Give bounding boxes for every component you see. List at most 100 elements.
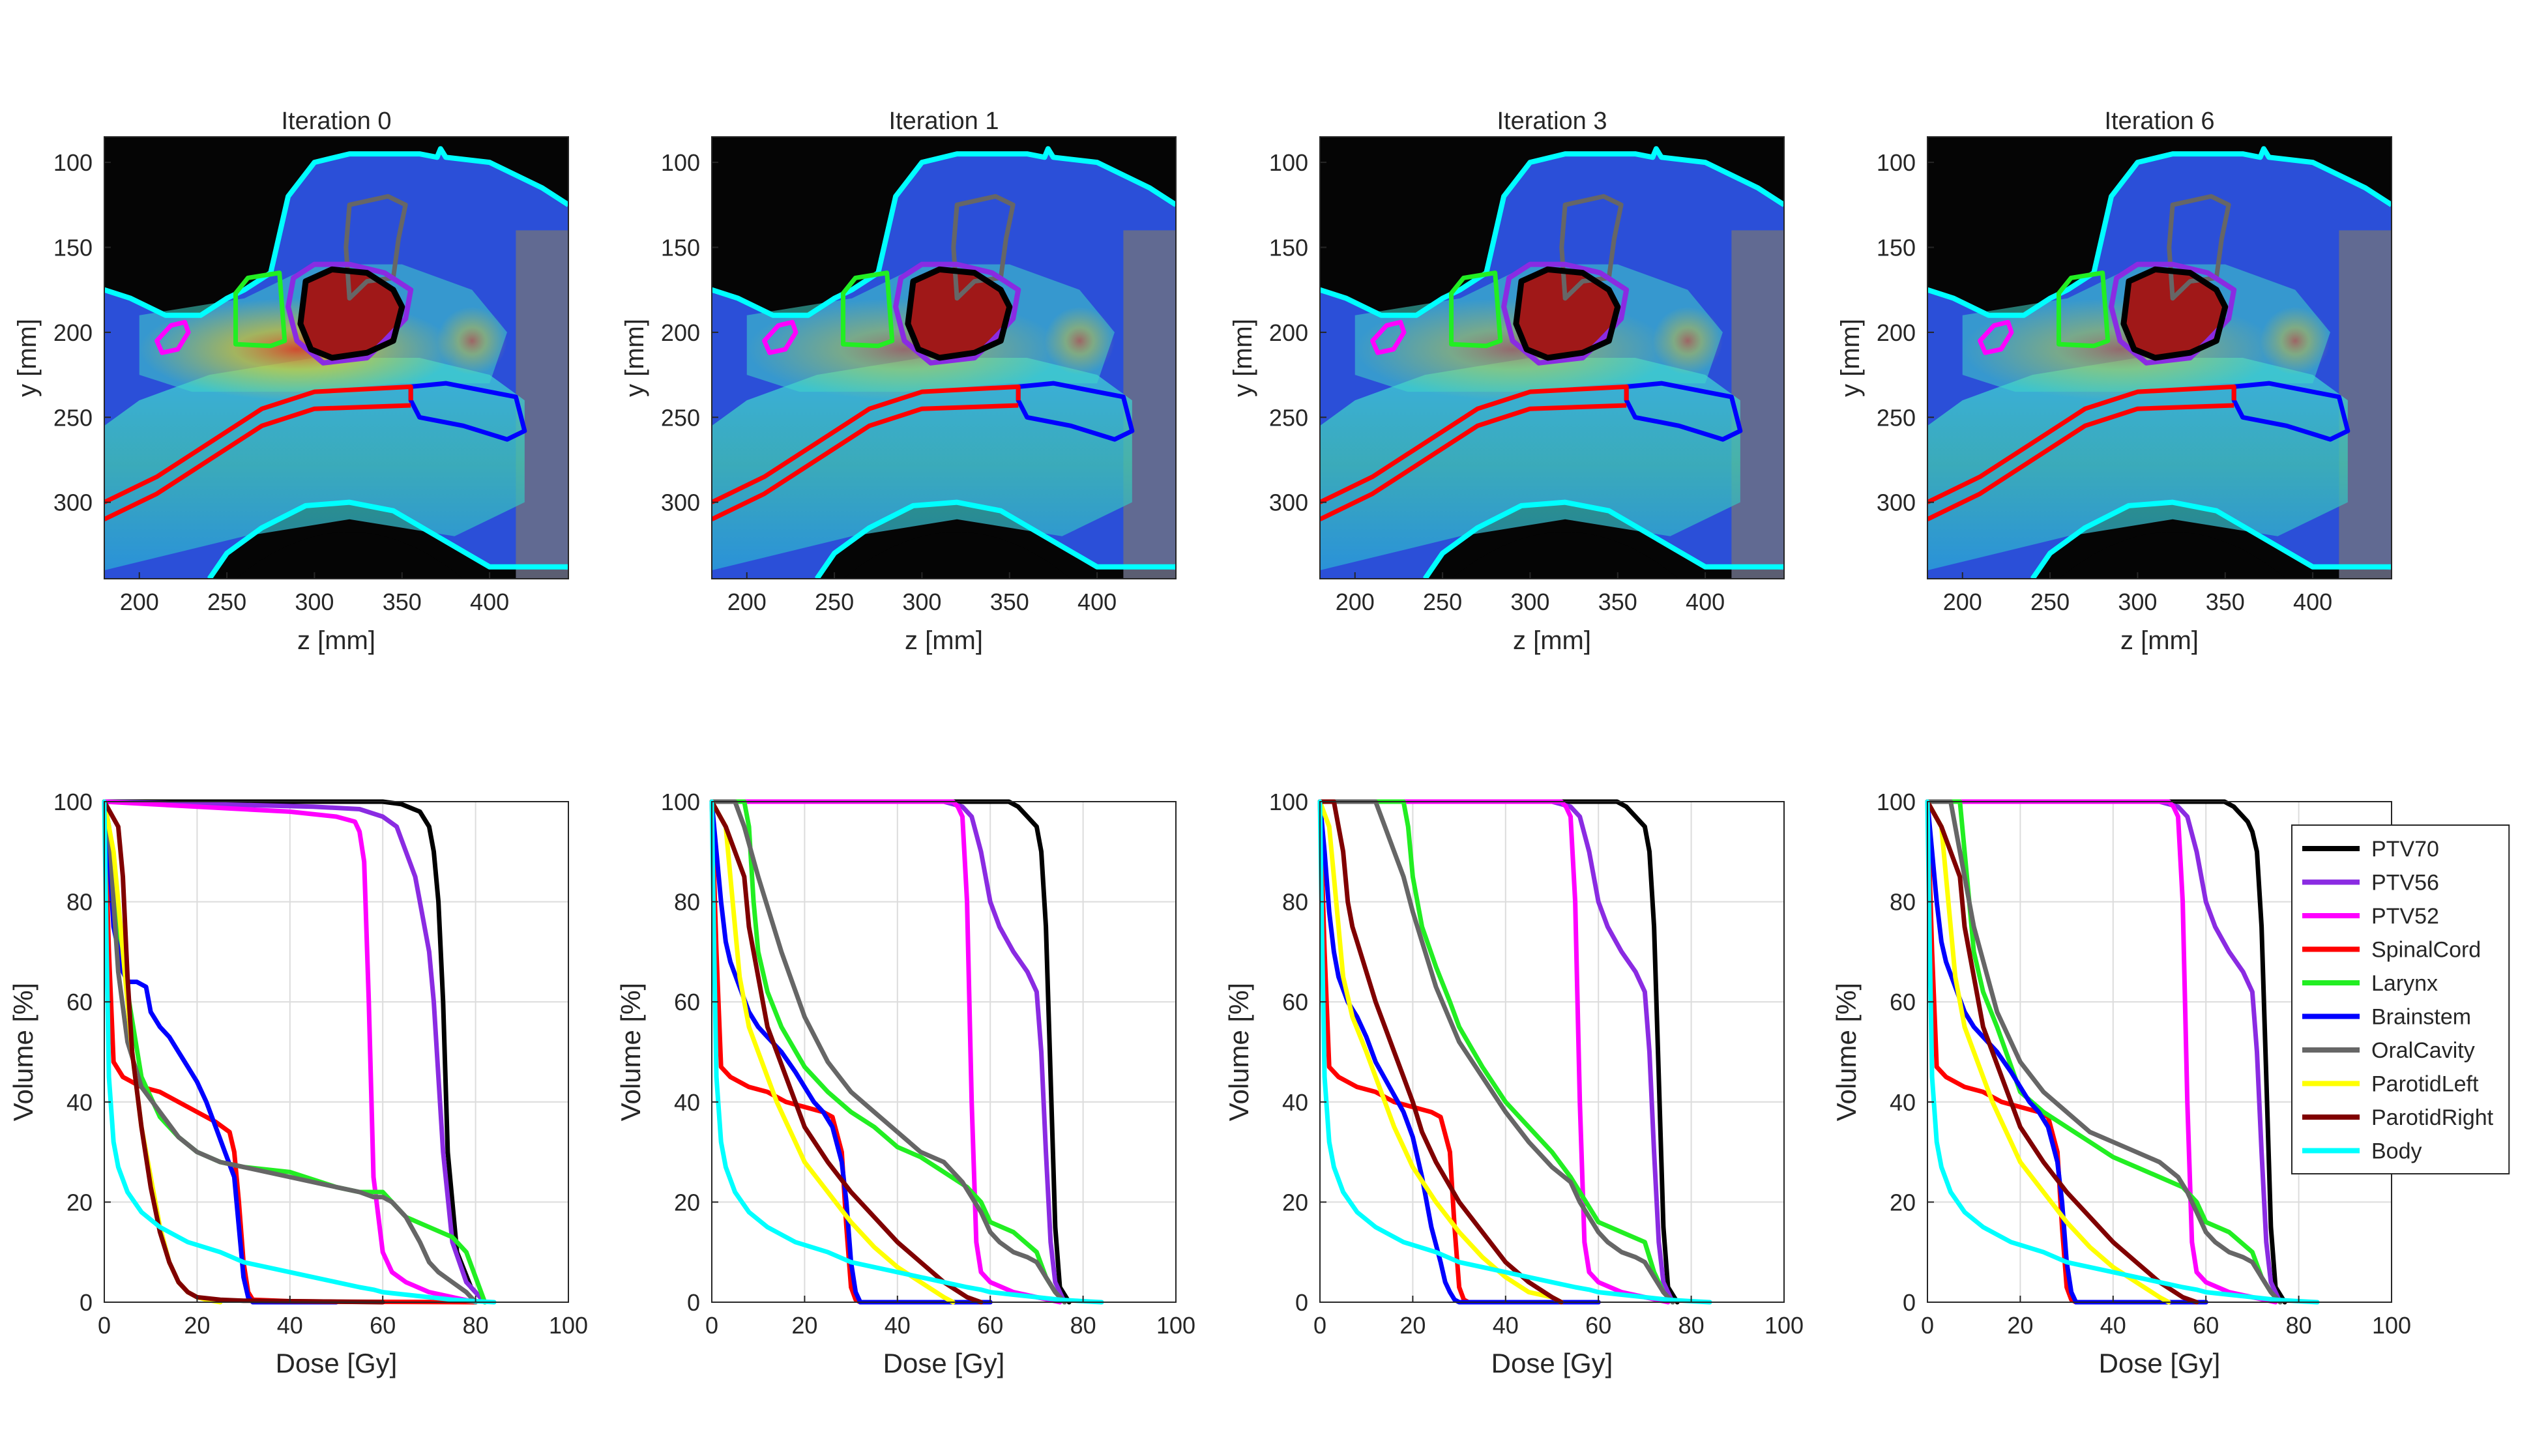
dvh-line-ptv56	[1925, 799, 2283, 1305]
x-tick-label: 400	[2293, 589, 2332, 615]
ptv70-dose-core	[2123, 269, 2225, 358]
dose-image-panel-0: Iteration 0 200 250 300 350 400 100 150 200 250 30…	[13, 108, 569, 655]
x-tick-label: 250	[815, 589, 854, 615]
dvh-line-ptv56	[709, 799, 1067, 1305]
dose-hotspot	[2260, 306, 2330, 375]
legend-entry-label: PTV70	[2371, 837, 2439, 862]
y-tick-label: 60	[1282, 989, 1308, 1015]
plot-area	[1320, 802, 1784, 1302]
dvh-line-oralcavity	[102, 799, 478, 1305]
x-tick-label: 200	[1336, 589, 1375, 615]
dvh-line-brainstem	[709, 799, 993, 1305]
x-tick-label: 250	[207, 589, 246, 615]
legend-entry-label: Brainstem	[2371, 1005, 2471, 1030]
x-tick-label: 20	[1399, 1312, 1426, 1339]
x-tick-label: 350	[990, 589, 1029, 615]
y-tick-label: 0	[80, 1289, 93, 1316]
image-axes-frame	[1319, 136, 1785, 579]
spinal-cord-contour-b	[1320, 403, 1627, 521]
y-tick-label: 150	[1877, 235, 1916, 261]
y-tick-label: 20	[674, 1189, 700, 1216]
x-tick-label: 40	[2100, 1312, 2126, 1339]
x-tick-label: 60	[977, 1312, 1003, 1339]
y-tick-label: 300	[661, 489, 700, 516]
y-axis-label: y [mm]	[1836, 319, 1865, 397]
ptv70-dose-core	[300, 269, 402, 358]
larynx-contour	[2057, 270, 2111, 349]
x-tick-label: 20	[2007, 1312, 2033, 1339]
x-tick-label: 100	[549, 1312, 588, 1339]
legend-entry-label: ParotidLeft	[2371, 1072, 2479, 1097]
plot-area	[104, 802, 568, 1302]
body-contour-lower	[1422, 499, 1784, 579]
ptv70-contour	[297, 266, 405, 361]
y-tick-label: 0	[687, 1289, 700, 1316]
x-axis-label: Dose [Gy]	[2099, 1348, 2221, 1378]
x-tick-label: 0	[1921, 1312, 1934, 1339]
x-tick-label: 20	[791, 1312, 817, 1339]
image-axes-frame	[1927, 136, 2392, 579]
spinal-cord-contour-a	[1320, 384, 1629, 504]
x-axis-label: z [mm]	[2120, 626, 2199, 655]
legend-entry-label: SpinalCord	[2371, 938, 2481, 963]
y-tick-label: 250	[1877, 404, 1916, 431]
x-tick-label: 100	[1156, 1312, 1195, 1339]
legend-entry-label: Larynx	[2371, 971, 2438, 996]
x-axis-label: Dose [Gy]	[883, 1348, 1005, 1378]
y-tick-label: 80	[1890, 889, 1916, 916]
y-tick-label: 0	[1295, 1289, 1308, 1316]
dose-hotspot	[1044, 306, 1115, 375]
y-tick-label: 150	[1269, 235, 1308, 261]
legend-entry-label: OralCavity	[2371, 1038, 2475, 1063]
y-tick-label: 80	[66, 889, 93, 916]
body-contour	[1320, 146, 1784, 318]
x-tick-label: 200	[1943, 589, 1982, 615]
y-axis-label: Volume [%]	[8, 983, 38, 1121]
dvh-line-parotidright	[709, 799, 984, 1305]
dose-band	[104, 358, 525, 570]
x-tick-label: 80	[2286, 1312, 2312, 1339]
y-tick-label: 100	[53, 149, 93, 176]
x-tick-label: 80	[1070, 1312, 1096, 1339]
spinal-cord-contour-b	[104, 403, 411, 521]
dvh-line-brainstem	[1925, 799, 2208, 1305]
y-tick-label: 100	[1877, 149, 1916, 176]
spinal-cord-contour-a	[712, 384, 1021, 504]
x-tick-label: 80	[1678, 1312, 1705, 1339]
dvh-line-brainstem	[1317, 799, 1601, 1305]
dvh-line-oralcavity	[1925, 799, 2283, 1305]
x-tick-label: 250	[1423, 589, 1462, 615]
y-axis-label: y [mm]	[1229, 319, 1257, 397]
y-tick-label: 40	[674, 1089, 700, 1116]
brainstem-contour	[1016, 381, 1135, 442]
ptv70-contour	[1513, 266, 1621, 361]
x-tick-label: 300	[1510, 589, 1549, 615]
y-tick-label: 200	[1269, 319, 1308, 346]
dvh-axes-frame	[1319, 801, 1785, 1303]
image-panel-title: Iteration 1	[889, 108, 999, 135]
ptv70-dose-core	[1515, 269, 1618, 358]
body-contour	[104, 146, 568, 318]
ptv52-contour	[1978, 319, 2014, 355]
plot-area	[712, 802, 1176, 1302]
x-tick-label: 100	[1764, 1312, 1804, 1339]
dose-band	[1927, 358, 2348, 570]
dvh-line-parotidleft	[1925, 799, 2171, 1305]
brainstem-contour	[2231, 381, 2350, 442]
x-tick-label: 60	[2193, 1312, 2219, 1339]
oral-air-region	[1451, 532, 1679, 579]
spinal-cord-contour-b	[712, 403, 1019, 521]
y-tick-label: 200	[661, 319, 700, 346]
x-tick-label: 60	[1585, 1312, 1611, 1339]
y-tick-label: 80	[674, 889, 700, 916]
y-tick-label: 100	[661, 789, 700, 815]
x-axis-label: z [mm]	[1513, 626, 1591, 655]
dvh-axes-frame	[711, 801, 1177, 1303]
spinal-cord-contour-a	[104, 384, 413, 504]
y-tick-label: 40	[66, 1089, 93, 1116]
legend-entry-label: PTV52	[2371, 904, 2439, 929]
y-tick-label: 0	[1903, 1289, 1916, 1316]
dose-band	[712, 358, 1132, 570]
image-panel-title: Iteration 6	[2105, 108, 2215, 135]
x-tick-label: 20	[184, 1312, 210, 1339]
